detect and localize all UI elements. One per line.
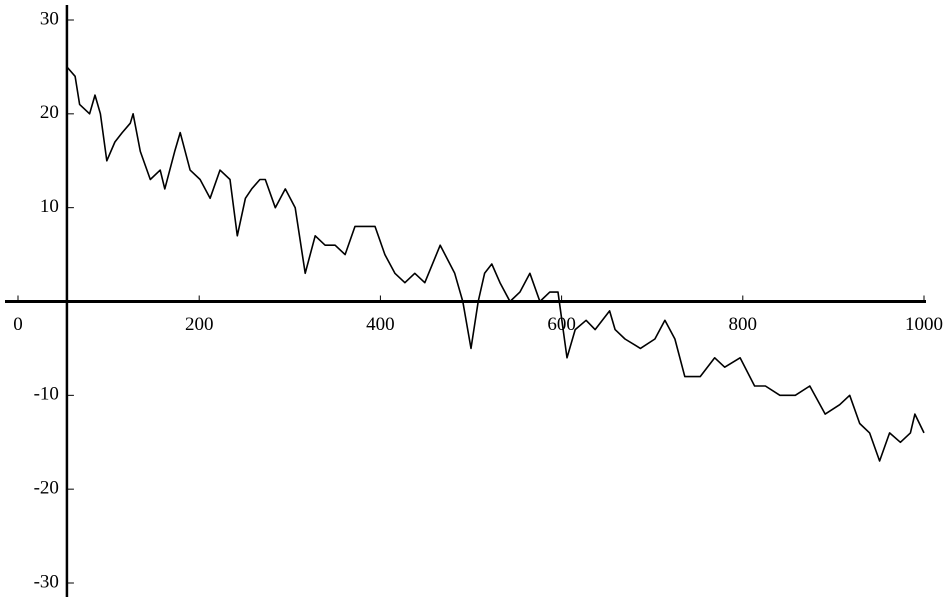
y-tick-label: -10 <box>34 384 59 405</box>
y-tick-label: -20 <box>34 478 59 499</box>
y-tick-label: -30 <box>34 571 59 592</box>
y-tick-label: 30 <box>40 8 59 29</box>
data-line <box>66 66 925 462</box>
x-tick-label: 400 <box>366 314 395 335</box>
y-tick-label: 20 <box>40 102 59 123</box>
y-tick-label: 10 <box>40 196 59 217</box>
x-tick-label: 800 <box>729 314 758 335</box>
x-tick-label: 1000 <box>905 314 943 335</box>
x-tick-label: 600 <box>547 314 576 335</box>
x-tick-label: 200 <box>185 314 214 335</box>
x-tick-label: 0 <box>13 314 23 335</box>
